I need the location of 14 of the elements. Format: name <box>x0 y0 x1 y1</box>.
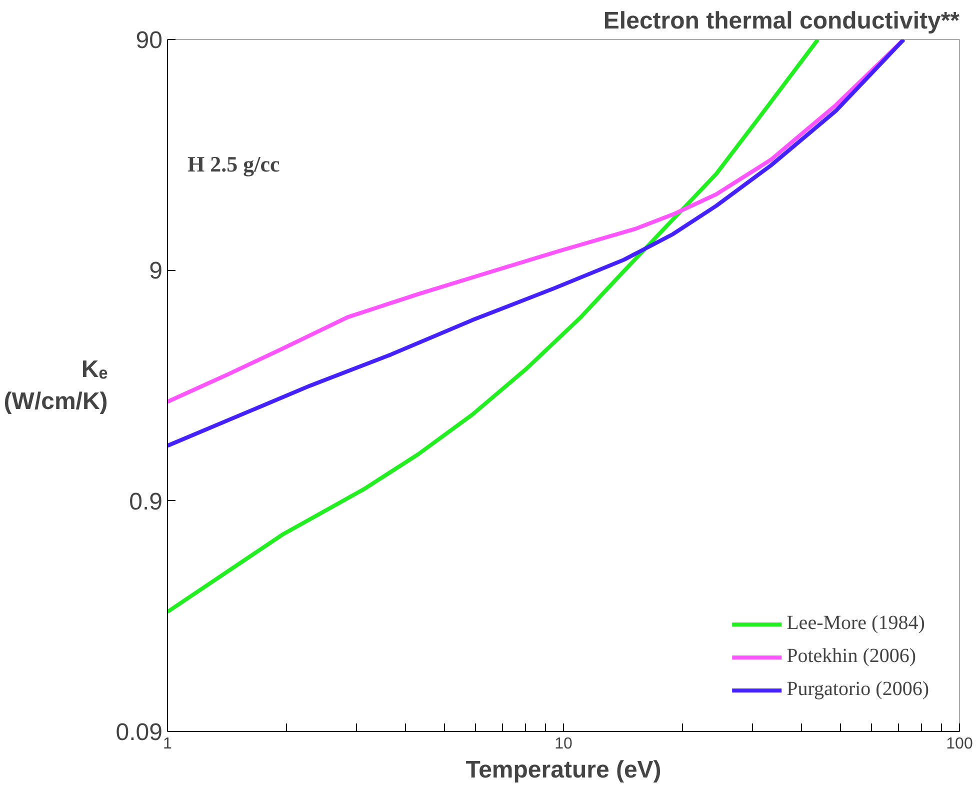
legend-label: Purgatorio (2006) <box>786 678 929 701</box>
x-tick-label: 1 <box>163 736 172 752</box>
chart-title: Electron thermal conductivity** <box>603 8 960 34</box>
y-tick-label: 0.9 <box>129 488 163 516</box>
legend-label: Lee-More (1984) <box>786 612 925 635</box>
y-tick-label: 9 <box>149 258 163 285</box>
annotation: H 2.5 g/cc <box>188 152 280 176</box>
y-axis-title: Kₑ (W/cm/K) <box>4 356 108 416</box>
y-tick-label: 0.09 <box>116 719 163 746</box>
x-tick-label: 100 <box>946 736 973 752</box>
legend-label: Potekhin (2006) <box>786 645 916 668</box>
y-tick-label: 90 <box>136 27 163 54</box>
x-axis-title: Temperature (eV) <box>466 756 662 784</box>
x-tick-label: 10 <box>554 736 572 752</box>
